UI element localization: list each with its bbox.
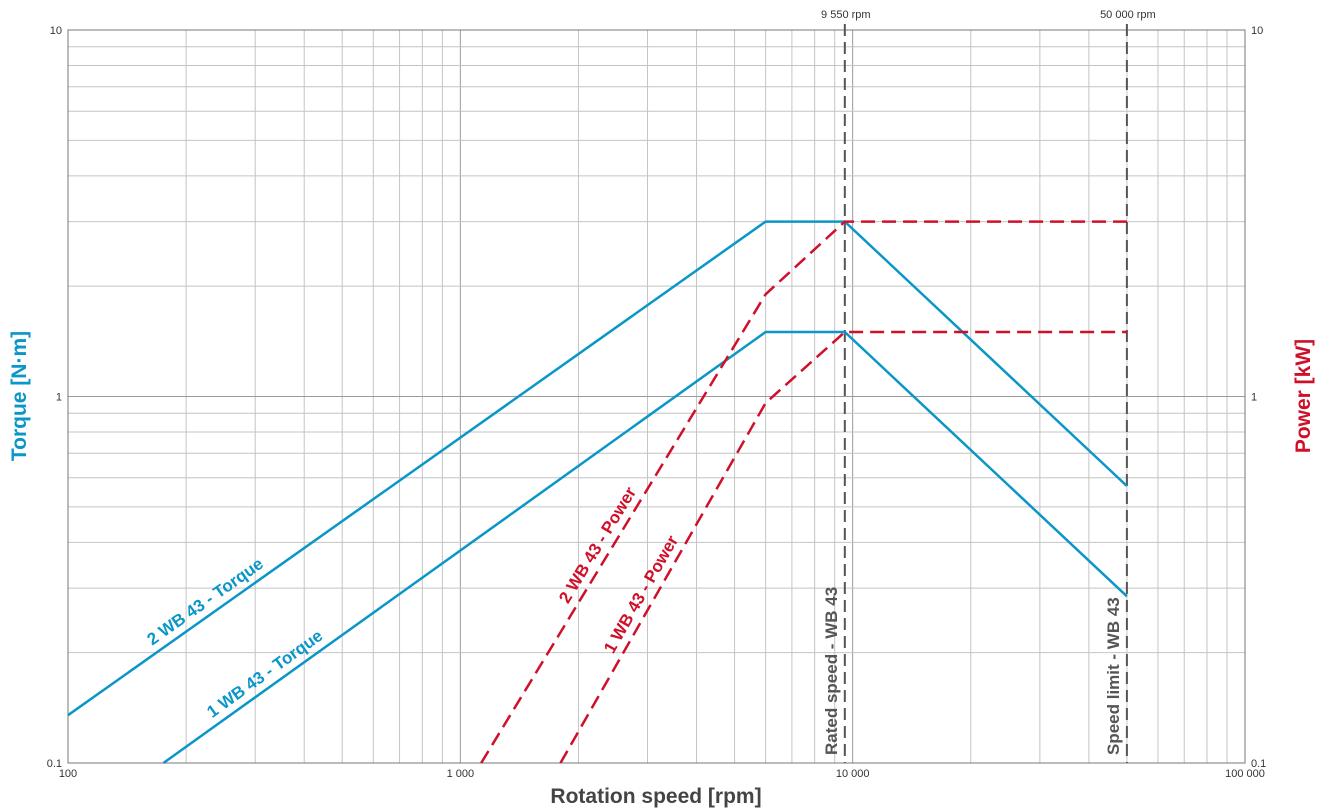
y2-tick-label: 1 xyxy=(1251,392,1257,404)
plot-frame xyxy=(67,29,1246,764)
y-tick-label: 1 xyxy=(56,392,62,404)
reference-line-value: 9 550 rpm xyxy=(821,9,871,21)
x-tick-label: 10 000 xyxy=(836,768,870,780)
y2-axis-title: Power [kW] xyxy=(1292,339,1315,453)
series-lines xyxy=(67,220,1128,765)
reference-line-label: Speed limit - WB 43 xyxy=(1104,597,1123,755)
reference-line-label: Rated speed - WB 43 xyxy=(822,587,841,755)
y-axis-title: Torque [N·m] xyxy=(8,331,31,461)
series-label: 1 WB 43 - Power xyxy=(600,532,682,657)
series-line xyxy=(559,330,1127,764)
series-label: 1 WB 43 - Torque xyxy=(203,626,326,722)
x-tick-label: 100 xyxy=(59,768,77,780)
series-label: 2 WB 43 - Torque xyxy=(144,554,267,649)
y2-tick-label: 0.1 xyxy=(1251,758,1266,770)
x-tick-label: 100 000 xyxy=(1225,768,1265,780)
y2-tick-label: 10 xyxy=(1251,25,1263,37)
series-line xyxy=(480,220,1127,764)
y-tick-label: 0.1 xyxy=(47,758,62,770)
grid xyxy=(68,30,1245,763)
x-axis-title: Rotation speed [rpm] xyxy=(550,785,761,808)
series-line xyxy=(162,330,1128,765)
reference-lines: 9 550 rpm Rated speed - WB 43 50 000 rpm Sp… xyxy=(821,9,1156,763)
reference-line-value: 50 000 rpm xyxy=(1100,9,1156,21)
y-tick-label: 10 xyxy=(50,25,62,37)
x-tick-label: 1 000 xyxy=(447,768,475,780)
series-line xyxy=(67,220,1128,717)
